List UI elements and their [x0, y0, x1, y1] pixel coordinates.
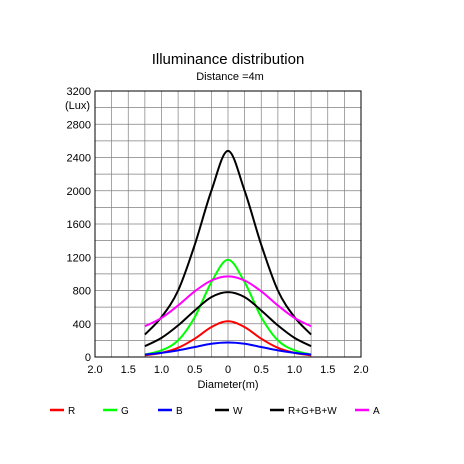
y-tick-label: 3200 [67, 86, 91, 98]
y-tick-label: 2800 [67, 119, 91, 131]
series-line-r-g-b-w [144, 149, 312, 336]
series-line-g [144, 258, 312, 356]
tick-labels: 2.0 1.5 1.0 0.5 0 0.5 1.0 1.5 2.0040080012001600… [67, 86, 369, 376]
y-tick-label: 1600 [67, 219, 91, 231]
y-tick-label: 2000 [67, 186, 91, 198]
x-tick-label: 0.5 [187, 364, 202, 376]
legend-label-r-g-b-w: R+G+B+W [288, 406, 337, 417]
x-tick-label: 2.0 [87, 364, 102, 376]
grid [95, 91, 361, 357]
chart-title: Illuminance distribution [152, 51, 305, 68]
series-line-w [144, 291, 312, 348]
legend-label-g: G [121, 406, 129, 417]
x-tick-label: 1.0 [287, 364, 302, 376]
y-tick-label: 2400 [67, 153, 91, 165]
series-line-b [144, 341, 312, 356]
series-line-a [144, 275, 312, 328]
x-tick-label: 1.5 [320, 364, 335, 376]
x-tick-label: 1.0 [154, 364, 169, 376]
x-tick-label: 1.5 [121, 364, 136, 376]
legend-label-r: R [68, 406, 75, 417]
y-tick-label: 400 [73, 319, 91, 331]
x-tick-label: 2.0 [353, 364, 368, 376]
plot-frame [94, 90, 362, 358]
legend-label-a: A [373, 406, 380, 417]
legend: R G B W R+G+B+W A [50, 406, 380, 417]
x-tick-label: 0.5 [254, 364, 269, 376]
legend-label-b: B [176, 406, 183, 417]
series-lines [144, 149, 312, 357]
x-axis-label: Diameter(m) [197, 379, 258, 391]
y-tick-label: 1200 [67, 252, 91, 264]
y-unit-label: (Lux) [65, 100, 90, 112]
x-tick-label: 0 [225, 364, 231, 376]
chart-subtitle: Distance =4m [196, 71, 264, 83]
y-tick-label: 800 [73, 286, 91, 298]
legend-label-w: W [233, 406, 243, 417]
series-line-r [144, 320, 312, 357]
y-tick-label: 0 [85, 352, 91, 364]
